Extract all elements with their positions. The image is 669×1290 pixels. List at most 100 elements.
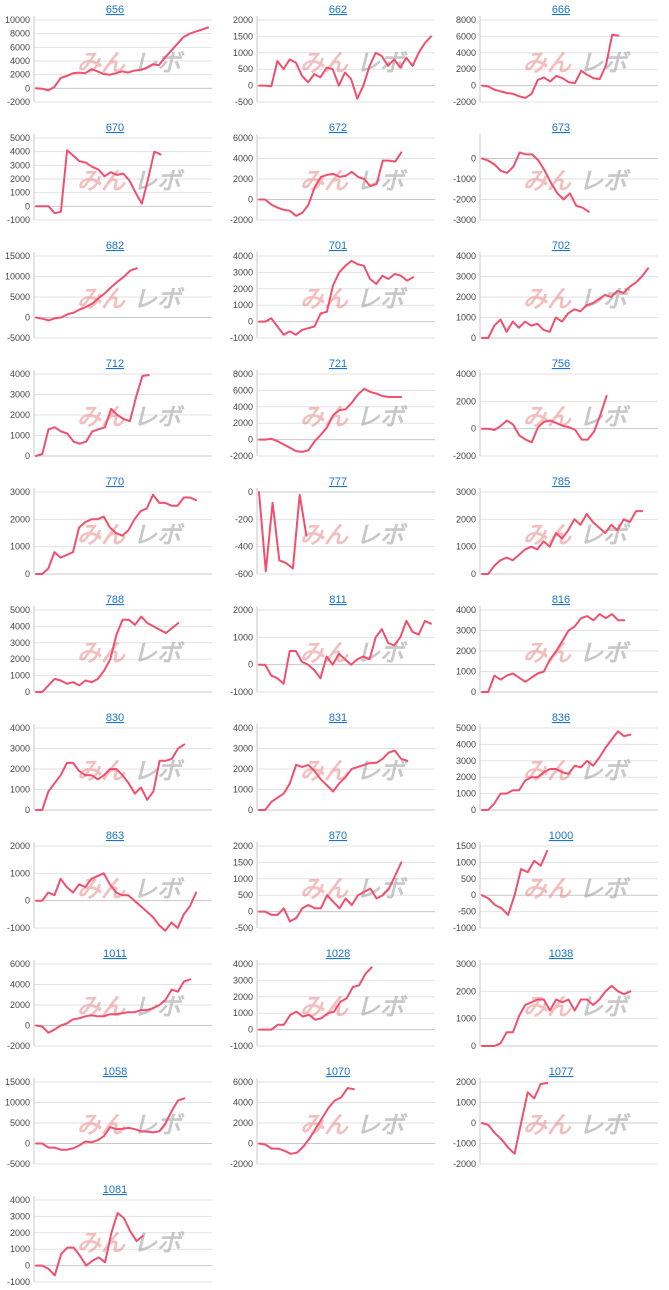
watermark-logo: みん レボ <box>77 1111 185 1139</box>
watermark-logo: みん レボ <box>300 521 408 549</box>
chart-712: 712 4000 3000 2000 1000 0 みん レボ <box>0 354 223 464</box>
chart-title-link[interactable]: 670 <box>106 122 124 134</box>
y-tick-label: 2000 <box>10 841 30 851</box>
y-tick-label: 1000 <box>233 1008 253 1018</box>
y-tick-label: 2000 <box>456 396 476 406</box>
chart-816: 816 4000 3000 2000 1000 0 みん レボ <box>446 590 669 700</box>
chart-title-link[interactable]: 702 <box>552 240 570 252</box>
watermark-part1: みん <box>77 639 126 667</box>
chart-title-link[interactable]: 701 <box>329 240 347 252</box>
chart-title-link[interactable]: 816 <box>552 594 570 606</box>
y-tick-label: 2000 <box>233 1118 253 1128</box>
y-tick-label: 0 <box>25 1021 30 1031</box>
y-tick-label: 0 <box>248 660 253 670</box>
chart-svg: 756 4000 2000 0 -2000 みん レボ <box>453 358 658 461</box>
y-tick-label: 4000 <box>456 48 476 58</box>
y-tick-label: -2000 <box>453 1159 476 1169</box>
y-tick-label: -1000 <box>453 1139 476 1149</box>
watermark-part2: レボ <box>356 49 408 77</box>
y-tick-label: 1000 <box>233 632 253 642</box>
chart-title-link[interactable]: 1081 <box>103 1184 127 1196</box>
series-line <box>481 33 620 99</box>
y-tick-label: -200 <box>235 514 253 524</box>
chart-title-link[interactable]: 721 <box>329 358 347 370</box>
watermark-part2: レボ <box>356 1111 408 1139</box>
chart-title-link[interactable]: 656 <box>106 4 124 16</box>
y-tick-label: 2000 <box>10 410 30 420</box>
watermark-part2: レボ <box>133 285 185 313</box>
chart-title-link[interactable]: 777 <box>329 476 347 488</box>
y-tick-label: 500 <box>461 874 476 884</box>
chart-title-link[interactable]: 1011 <box>103 948 127 960</box>
chart-title-link[interactable]: 1058 <box>103 1066 127 1078</box>
watermark-logo: みん レボ <box>523 403 631 431</box>
y-tick-label: 3000 <box>233 267 253 277</box>
y-tick-label: 2000 <box>233 764 253 774</box>
chart-title-link[interactable]: 1077 <box>549 1066 573 1078</box>
chart-title-link[interactable]: 1038 <box>549 948 573 960</box>
chart-670: 670 5000 4000 3000 2000 1000 0 -1000 みん レボ <box>0 118 223 228</box>
chart-title-link[interactable]: 788 <box>106 594 124 606</box>
chart-title-link[interactable]: 1028 <box>326 948 350 960</box>
y-tick-label: 2000 <box>456 64 476 74</box>
y-tick-label: -2000 <box>453 451 476 461</box>
chart-title-link[interactable]: 1070 <box>326 1066 350 1078</box>
chart-title-link[interactable]: 785 <box>552 476 570 488</box>
series-line <box>258 1087 355 1155</box>
y-tick-label: -5000 <box>7 333 30 343</box>
y-tick-label: 2000 <box>10 1228 30 1238</box>
chart-1000: 1000 1500 1000 500 0 -500 -1000 みん レボ <box>446 826 669 936</box>
y-tick-label: 15000 <box>5 1077 30 1087</box>
chart-title-link[interactable]: 770 <box>106 476 124 488</box>
watermark-logo: みん レボ <box>523 1111 631 1139</box>
y-tick-label: 0 <box>248 1025 253 1035</box>
y-tick-label: 4000 <box>456 369 476 379</box>
series-line <box>258 619 432 685</box>
chart-title-link[interactable]: 830 <box>106 712 124 724</box>
watermark-logo: みん レボ <box>523 521 631 549</box>
chart-title-link[interactable]: 831 <box>329 712 347 724</box>
watermark-logo: みん レボ <box>77 1229 185 1257</box>
y-tick-label: 1000 <box>456 789 476 799</box>
chart-title-link[interactable]: 682 <box>106 240 124 252</box>
watermark-part2: レボ <box>579 993 631 1021</box>
chart-870: 870 2000 1500 1000 500 0 -500 みん レボ <box>223 826 446 936</box>
y-tick-label: 0 <box>25 83 30 93</box>
y-tick-label: 2000 <box>233 15 253 25</box>
y-tick-label: 6000 <box>10 959 30 969</box>
y-tick-label: -1000 <box>7 215 30 225</box>
chart-title-link[interactable]: 756 <box>552 358 570 370</box>
watermark-part1: みん <box>77 1111 126 1139</box>
series-line <box>258 387 403 453</box>
watermark-part2: レボ <box>133 49 185 77</box>
chart-title-link[interactable]: 712 <box>106 358 124 370</box>
chart-831: 831 4000 3000 2000 1000 0 みん レボ <box>223 708 446 818</box>
y-tick-label: 3000 <box>10 160 30 170</box>
chart-title-link[interactable]: 1000 <box>549 830 573 842</box>
chart-title-link[interactable]: 666 <box>552 4 570 16</box>
y-tick-label: 6000 <box>10 42 30 52</box>
chart-title-link[interactable]: 811 <box>329 594 347 606</box>
y-tick-label: 0 <box>471 154 476 164</box>
chart-title-link[interactable]: 662 <box>329 4 347 16</box>
chart-672: 672 6000 4000 2000 0 -2000 みん レボ <box>223 118 446 228</box>
y-tick-label: -500 <box>235 97 253 107</box>
watermark-logo: みん レボ <box>77 521 185 549</box>
y-tick-label: 1000 <box>233 48 253 58</box>
watermark-logo: みん レボ <box>77 403 185 431</box>
chart-title-link[interactable]: 863 <box>106 830 124 842</box>
y-tick-label: 0 <box>248 1139 253 1149</box>
y-tick-label: 3000 <box>10 1211 30 1221</box>
chart-title-link[interactable]: 836 <box>552 712 570 724</box>
chart-title-link[interactable]: 870 <box>329 830 347 842</box>
series-line <box>258 35 432 100</box>
y-tick-label: 3000 <box>10 390 30 400</box>
y-tick-label: 2000 <box>456 986 476 996</box>
y-tick-label: 0 <box>25 569 30 579</box>
chart-1081: 1081 4000 3000 2000 1000 0 -1000 みん レボ <box>0 1180 223 1290</box>
chart-title-link[interactable]: 673 <box>552 122 570 134</box>
y-tick-label: 0 <box>248 805 253 815</box>
y-tick-label: 1000 <box>456 313 476 323</box>
chart-title-link[interactable]: 672 <box>329 122 347 134</box>
